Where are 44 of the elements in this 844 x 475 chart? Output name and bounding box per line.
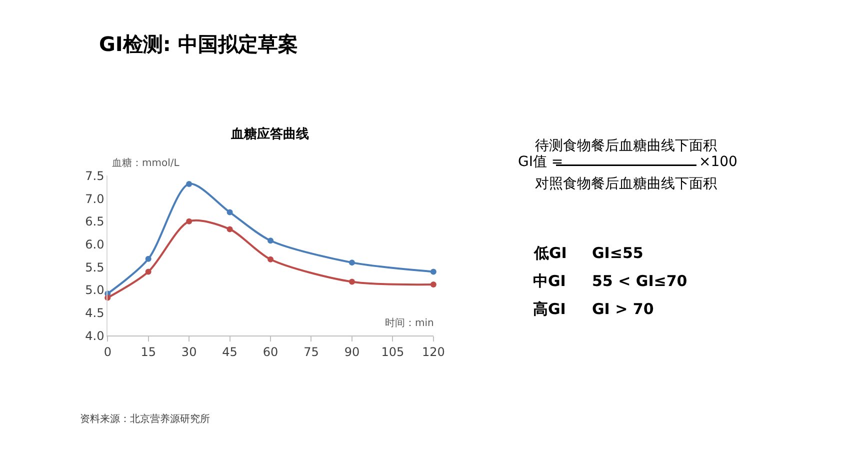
x-tick-label: 75 xyxy=(304,345,319,360)
text: 待测食物餐后血糖曲线下面积 xyxy=(535,138,717,154)
x-tick-label: 90 xyxy=(344,345,360,360)
x-tick-label: 105 xyxy=(381,345,404,360)
point xyxy=(430,282,436,288)
y-tick-label: 5.5 xyxy=(85,260,104,274)
x-tick-label: 120 xyxy=(422,345,445,360)
x-axis-title: 时间：min xyxy=(385,317,434,329)
x-tick-label: 30 xyxy=(181,345,197,360)
y-tick-label: 4.5 xyxy=(85,306,104,320)
y-axis-title: 血糖：mmol/L xyxy=(112,157,180,169)
point xyxy=(145,268,152,275)
y-tick-label: 5.0 xyxy=(85,283,104,298)
y-tick-label: 7.0 xyxy=(85,192,104,206)
text: GI≤55 xyxy=(592,244,644,262)
point xyxy=(268,238,274,244)
point xyxy=(348,260,355,266)
chart-subtitle: 血糖应答曲线 xyxy=(230,126,309,142)
point xyxy=(430,268,436,275)
y-tick-label: 7.5 xyxy=(85,168,104,183)
point xyxy=(186,218,192,224)
point xyxy=(268,256,274,262)
x-tick-label: 60 xyxy=(262,345,278,360)
text: 对照食物餐后血糖曲线下面积 xyxy=(535,176,717,192)
x-tick-label: 15 xyxy=(140,345,156,360)
point xyxy=(226,209,233,216)
text: 资料来源：北京营养源研究所 xyxy=(80,413,210,425)
chart-title: GI检测: 中国拟定草案 xyxy=(99,32,298,56)
point xyxy=(145,256,152,262)
text: 低GI xyxy=(533,244,567,262)
x-tick-label: 0 xyxy=(104,345,112,360)
y-tick-label: 6.0 xyxy=(85,237,104,252)
y-tick-label: 4.0 xyxy=(85,328,104,343)
text: 高GI xyxy=(533,300,566,318)
text: GI > 70 xyxy=(592,300,654,318)
point xyxy=(348,278,355,285)
point xyxy=(226,226,233,232)
text: GI值 = xyxy=(518,154,564,170)
text: 中GI xyxy=(533,272,566,290)
point xyxy=(186,180,192,187)
text: 55 < GI≤70 xyxy=(592,272,688,290)
y-tick-label: 6.5 xyxy=(85,214,104,229)
text: ×100 xyxy=(699,154,738,170)
x-tick-label: 45 xyxy=(222,345,238,360)
